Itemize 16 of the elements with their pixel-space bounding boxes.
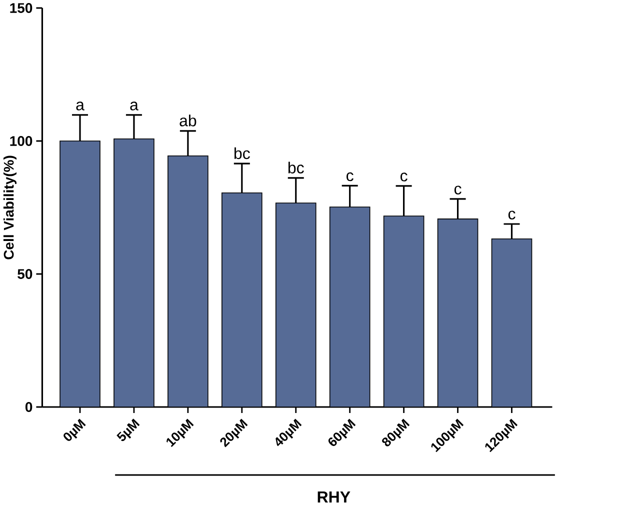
y-tick-label: 50	[18, 269, 32, 279]
annotation: c	[400, 172, 408, 182]
annotation: c	[508, 210, 516, 220]
y-tick-label: 150	[10, 3, 32, 13]
y-axis-title: Cell Viability(%)	[3, 156, 17, 260]
y-tick-label: 0	[25, 402, 32, 412]
x-tick-label: 0µM	[64, 418, 86, 441]
annotation: bc	[288, 162, 304, 174]
annotation: c	[346, 172, 354, 182]
annotation: c	[454, 186, 462, 194]
y-tick-label: 100	[10, 136, 32, 146]
text: RHY	[318, 491, 350, 503]
annotation: bc	[234, 147, 250, 160]
annotation: ab	[180, 114, 196, 126]
annotation: a	[76, 102, 84, 110]
annotation: a	[130, 102, 138, 110]
